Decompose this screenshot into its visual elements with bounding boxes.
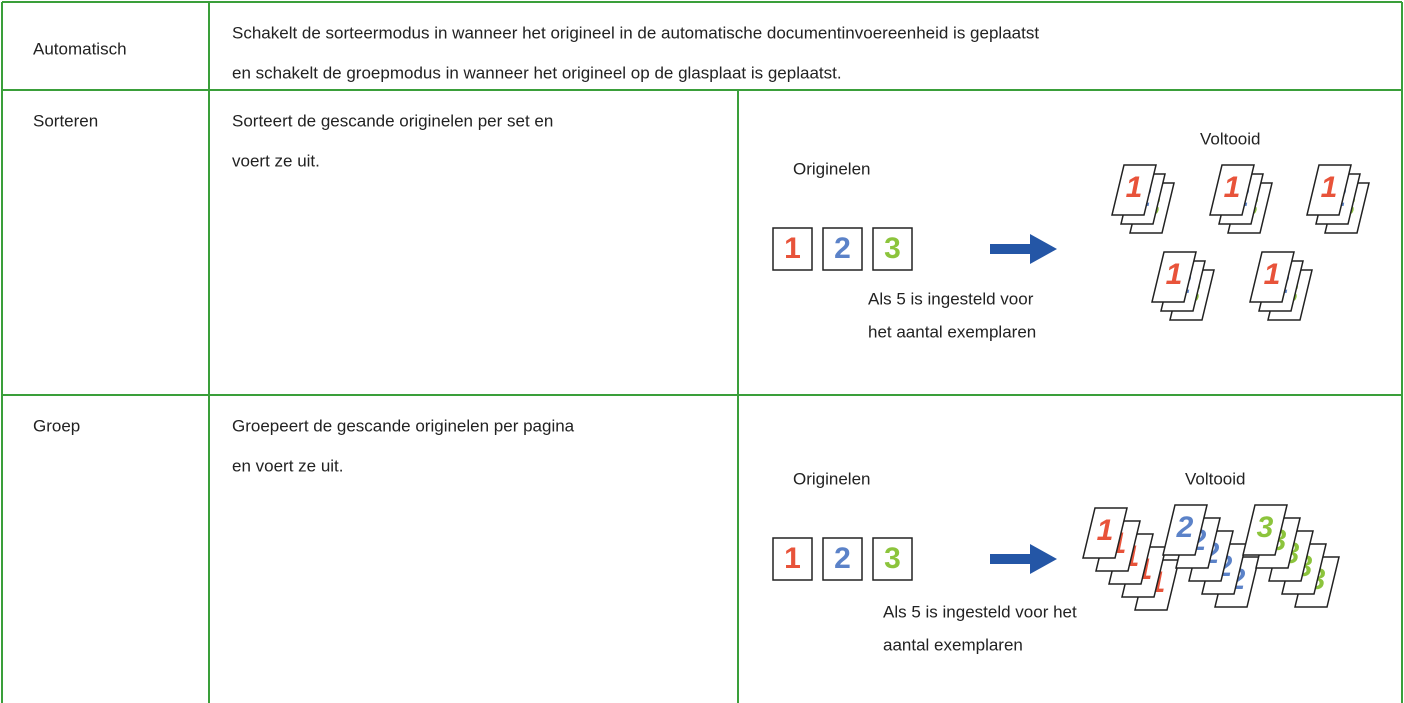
page-number: 3 xyxy=(884,542,901,575)
arrow xyxy=(990,234,1057,264)
mode-label: Groep xyxy=(33,416,80,435)
original-page xyxy=(772,537,813,581)
original-page xyxy=(772,227,813,271)
copy-sheet xyxy=(1082,507,1128,559)
page-number: 1 xyxy=(784,232,801,265)
original-page xyxy=(872,227,913,271)
original-page xyxy=(822,537,863,581)
copy-sheet xyxy=(1306,164,1352,216)
page-number: 1 xyxy=(1264,258,1281,291)
page-number: 1 xyxy=(1097,514,1114,547)
description-line: Sorteert de gescande originelen per set … xyxy=(232,111,553,130)
page-number: 1 xyxy=(1126,171,1143,204)
copy-sheet xyxy=(1242,504,1288,556)
original-page xyxy=(822,227,863,271)
note-line: Als 5 is ingesteld voor het xyxy=(883,602,1077,621)
copy-sheet xyxy=(1209,164,1255,216)
description-line: en voert ze uit. xyxy=(232,456,344,475)
mode-label: Sorteren xyxy=(33,111,98,130)
copy-sheet xyxy=(1151,251,1197,303)
copy-sheet xyxy=(1111,164,1157,216)
page-number: 2 xyxy=(1176,511,1194,544)
page-number: 1 xyxy=(784,542,801,575)
page-number: 1 xyxy=(1321,171,1338,204)
note-line: aantal exemplaren xyxy=(883,635,1023,654)
page-number: 1 xyxy=(1166,258,1183,291)
copy-sheet xyxy=(1249,251,1295,303)
result-label: Voltooid xyxy=(1185,469,1246,488)
page-number: 1 xyxy=(1224,171,1241,204)
page-number: 2 xyxy=(834,232,851,265)
copy-sheet xyxy=(1162,504,1208,556)
description-line: Schakelt de sorteermodus in wanneer het … xyxy=(232,23,1039,42)
page-number: 3 xyxy=(1257,511,1274,544)
description-line: Groepeert de gescande originelen per pag… xyxy=(232,416,575,435)
note-line: het aantal exemplaren xyxy=(868,322,1036,341)
arrow xyxy=(990,544,1057,574)
originals-label: Originelen xyxy=(793,469,871,488)
note-line: Als 5 is ingesteld voor xyxy=(868,289,1034,308)
page-number: 2 xyxy=(834,542,851,575)
description-line: en schakelt de groepmodus in wanneer het… xyxy=(232,63,842,82)
mode-label: Automatisch xyxy=(33,39,127,58)
original-page xyxy=(872,537,913,581)
originals-label: Originelen xyxy=(793,159,871,178)
page-number: 3 xyxy=(884,232,901,265)
description-line: voert ze uit. xyxy=(232,151,320,170)
result-label: Voltooid xyxy=(1200,129,1261,148)
